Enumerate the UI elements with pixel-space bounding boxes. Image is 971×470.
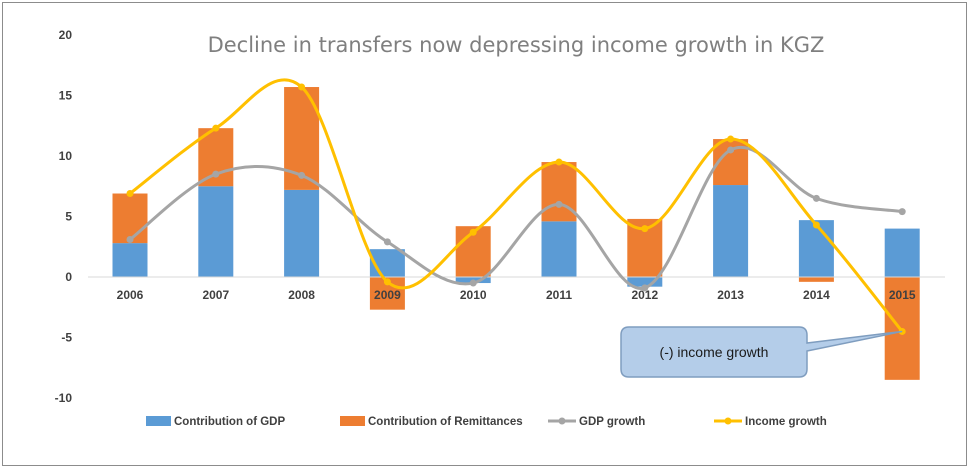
legend-label-contribution-of-remittances: Contribution of Remittances — [368, 416, 523, 428]
point-gdp-growth-2014 — [812, 194, 820, 202]
line-income-growth — [129, 78, 904, 333]
point-gdp-growth-2013 — [727, 146, 735, 154]
point-gdp-growth-2006 — [126, 235, 134, 243]
point-gdp-growth-2011 — [555, 200, 563, 208]
legend-label-income-growth: Income growth — [745, 416, 827, 428]
callout-box — [620, 326, 903, 378]
point-income-growth-2014 — [812, 221, 820, 229]
bar-contribution-of-gdp-2013 — [713, 185, 749, 277]
point-gdp-growth-2010 — [469, 279, 477, 287]
point-income-growth-2013 — [727, 135, 735, 143]
legend-marker-income-growth — [724, 417, 732, 425]
point-income-growth-2009 — [383, 278, 391, 286]
x-tick-label: 2014 — [803, 288, 830, 302]
legend: Contribution of GDP Contribution of Remit… — [146, 416, 827, 428]
y-tick-label: -5 — [61, 331, 72, 345]
line-layer — [126, 78, 906, 335]
point-income-growth-2010 — [469, 228, 477, 236]
bar-contribution-of-gdp-2012 — [627, 277, 663, 287]
x-tick-label: 2007 — [202, 288, 229, 302]
bar-contribution-of-remittances-2011 — [541, 162, 577, 222]
line-gdp-growth — [129, 146, 903, 290]
y-tick-label: 20 — [59, 28, 73, 42]
bar-contribution-of-remittances-2014 — [798, 277, 834, 282]
point-income-growth-2011 — [555, 158, 563, 166]
point-income-growth-2012 — [641, 225, 649, 233]
point-gdp-growth-2012 — [641, 284, 649, 292]
y-tick-label: 0 — [65, 270, 72, 284]
bar-contribution-of-gdp-2007 — [198, 186, 234, 277]
legend-label-gdp-growth: GDP growth — [579, 416, 645, 428]
point-income-growth-2006 — [126, 190, 134, 198]
x-tick-label: 2009 — [374, 288, 401, 302]
x-tick-label: 2008 — [288, 288, 315, 302]
bar-contribution-of-gdp-2008 — [284, 189, 320, 277]
bar-contribution-of-gdp-2011 — [541, 221, 577, 277]
x-axis-ticks: 2006 2007 2008 2009 2010 2011 2012 2013 2014 2015 — [117, 288, 916, 302]
bar-contribution-of-gdp-2014 — [798, 220, 834, 277]
legend-label-contribution-of-gdp: Contribution of GDP — [174, 416, 285, 428]
y-tick-label: 10 — [59, 149, 73, 163]
x-tick-label: 2013 — [717, 288, 744, 302]
x-tick-label: 2011 — [546, 288, 572, 302]
y-tick-label: 15 — [59, 89, 73, 103]
y-tick-label: 5 — [65, 210, 72, 224]
legend-swatch-contribution-of-remittances — [340, 416, 365, 426]
legend-swatch-contribution-of-gdp — [146, 416, 171, 426]
legend-marker-gdp-growth — [558, 417, 566, 425]
bar-contribution-of-gdp-2015 — [884, 228, 920, 277]
bar-contribution-of-remittances-2006 — [112, 193, 148, 244]
x-tick-label: 2010 — [460, 288, 487, 302]
point-income-growth-2008 — [298, 83, 306, 91]
point-gdp-growth-2009 — [383, 238, 391, 246]
callout: (-) income growth — [620, 326, 903, 378]
point-gdp-growth-2008 — [298, 171, 306, 179]
y-tick-label: -10 — [55, 391, 73, 405]
x-tick-label: 2006 — [117, 288, 144, 302]
bar-contribution-of-gdp-2006 — [112, 243, 148, 277]
x-tick-label: 2015 — [889, 288, 916, 302]
callout-text: (-) income growth — [660, 344, 769, 360]
point-gdp-growth-2007 — [212, 170, 220, 178]
chart-title: Decline in transfers now depressing inco… — [208, 33, 825, 57]
point-income-growth-2007 — [212, 124, 220, 132]
y-axis-ticks: 20 15 10 5 0 -5 -10 — [55, 28, 73, 405]
x-tick-label: 2012 — [631, 288, 658, 302]
point-gdp-growth-2015 — [898, 208, 906, 216]
